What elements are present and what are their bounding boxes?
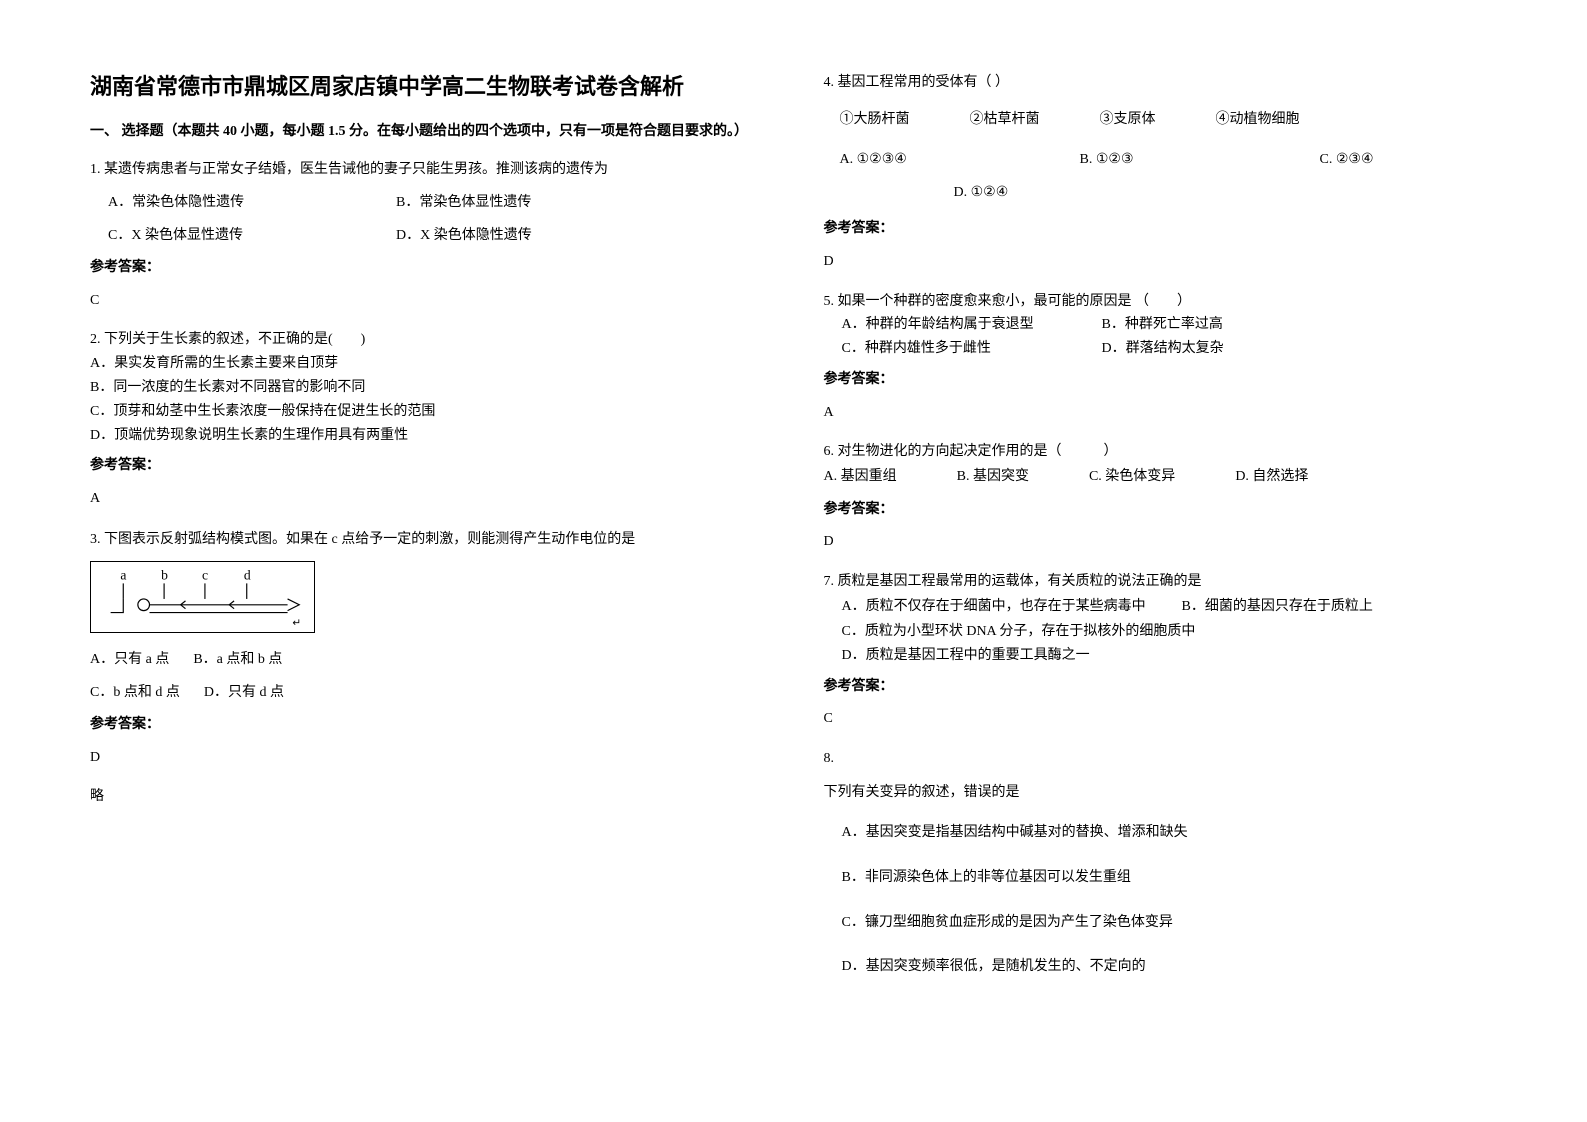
svg-text:↵: ↵ (292, 617, 301, 629)
q5-option-b: B．种群死亡率过高 (1102, 313, 1223, 337)
exam-title: 湖南省常德市市鼎城区周家店镇中学高二生物联考试卷含解析 (90, 70, 764, 103)
q8-text: 下列有关变异的叙述，错误的是 (824, 781, 1498, 805)
answer-label: 参考答案： (824, 216, 1498, 243)
q1-option-b: B．常染色体显性遗传 (396, 190, 531, 217)
q6-option-b: B. 基因突变 (957, 464, 1029, 491)
answer-label: 参考答案： (824, 367, 1498, 394)
q7-answer: C (824, 706, 1498, 733)
q4-option-c: C. ②③④ (1320, 147, 1374, 174)
answer-label: 参考答案： (90, 255, 764, 282)
q1-option-a: A．常染色体隐性遗传 (108, 190, 348, 217)
q6-answer: D (824, 529, 1498, 556)
answer-label: 参考答案： (90, 712, 764, 739)
section-header: 一、 选择题（本题共 40 小题，每小题 1.5 分。在每小题给出的四个选项中，… (90, 121, 764, 143)
exam-page: 湖南省常德市市鼎城区周家店镇中学高二生物联考试卷含解析 一、 选择题（本题共 4… (0, 0, 1587, 1035)
q3-option-d: D．只有 d 点 (204, 680, 284, 707)
right-column: 4. 基因工程常用的受体有（ ） ①大肠杆菌 ②枯草杆菌 ③支原体 ④动植物细胞… (824, 70, 1498, 995)
q8-option-d: D．基因突变频率很低，是随机发生的、不定向的 (842, 954, 1498, 981)
q4-answer: D (824, 249, 1498, 276)
question-2: 2. 下列关于生长素的叙述，不正确的是( ) A．果实发育所需的生长素主要来自顶… (90, 328, 764, 512)
q6-text: 6. 对生物进化的方向起决定作用的是（ ） (824, 440, 1498, 464)
q2-text: 2. 下列关于生长素的叙述，不正确的是( ) (90, 328, 764, 352)
question-3: 3. 下图表示反射弧结构模式图。如果在 c 点给予一定的刺激，则能测得产生动作电… (90, 527, 764, 811)
q6-option-a: A. 基因重组 (824, 464, 897, 491)
q4-option-d: D. ①②④ (824, 180, 1498, 207)
q4-option-a: A. ①②③④ (840, 147, 1080, 174)
q7-option-b: B．细菌的基因只存在于质粒上 (1182, 594, 1373, 621)
q7-option-c: C．质粒为小型环状 DNA 分子，存在于拟核外的细胞质中 (842, 620, 1498, 644)
q4-item-1: ①大肠杆菌 (840, 107, 910, 134)
q4-item-2: ②枯草杆菌 (970, 107, 1040, 134)
q3-note: 略 (90, 784, 764, 811)
q7-option-d: D．质粒是基因工程中的重要工具酶之一 (842, 644, 1498, 668)
q5-option-a: A．种群的年龄结构属于衰退型 (842, 313, 1102, 337)
question-8: 8. 下列有关变异的叙述，错误的是 A．基因突变是指基因结构中碱基对的替换、增添… (824, 747, 1498, 981)
q4-item-4: ④动植物细胞 (1216, 107, 1300, 134)
q6-option-d: D. 自然选择 (1235, 464, 1308, 491)
q8-option-a: A．基因突变是指基因结构中碱基对的替换、增添和缺失 (842, 820, 1498, 847)
q4-option-b: B. ①②③ (1080, 147, 1320, 174)
q8-num: 8. (824, 747, 1498, 771)
diagram-label-d: d (244, 568, 251, 583)
q3-option-b: B．a 点和 b 点 (193, 647, 282, 674)
diagram-label-c: c (202, 568, 208, 583)
answer-label: 参考答案： (90, 453, 764, 480)
q1-option-d: D．X 染色体隐性遗传 (396, 223, 532, 250)
answer-label: 参考答案： (824, 674, 1498, 701)
diagram-label-a: a (120, 568, 126, 583)
question-6: 6. 对生物进化的方向起决定作用的是（ ） A. 基因重组 B. 基因突变 C.… (824, 440, 1498, 556)
q1-text: 1. 某遗传病患者与正常女子结婚，医生告诫他的妻子只能生男孩。推测该病的遗传为 (90, 157, 764, 184)
q5-option-d: D．群落结构太复杂 (1102, 337, 1224, 361)
q5-answer: A (824, 400, 1498, 427)
diagram-label-b: b (161, 568, 168, 583)
q2-option-d: D．顶端优势现象说明生长素的生理作用具有两重性 (90, 424, 764, 448)
q2-option-a: A．果实发育所需的生长素主要来自顶芽 (90, 352, 764, 376)
reflex-arc-diagram: a b c d (90, 561, 315, 633)
q7-text: 7. 质粒是基因工程最常用的运载体，有关质粒的说法正确的是 (824, 570, 1498, 594)
question-7: 7. 质粒是基因工程最常用的运载体，有关质粒的说法正确的是 A．质粒不仅存在于细… (824, 570, 1498, 733)
q3-text: 3. 下图表示反射弧结构模式图。如果在 c 点给予一定的刺激，则能测得产生动作电… (90, 527, 764, 554)
diagram-svg: a b c d (91, 562, 314, 632)
q1-option-c: C．X 染色体显性遗传 (108, 223, 348, 250)
q4-item-3: ③支原体 (1100, 107, 1156, 134)
q8-option-b: B．非同源染色体上的非等位基因可以发生重组 (842, 865, 1498, 892)
q3-option-c: C．b 点和 d 点 (90, 680, 180, 707)
question-5: 5. 如果一个种群的密度愈来愈小，最可能的原因是 （ ） A．种群的年龄结构属于… (824, 290, 1498, 427)
q5-text: 5. 如果一个种群的密度愈来愈小，最可能的原因是 （ ） (824, 290, 1498, 314)
q2-answer: A (90, 486, 764, 513)
answer-label: 参考答案： (824, 497, 1498, 524)
q5-option-c: C．种群内雄性多于雌性 (842, 337, 1102, 361)
q3-answer: D (90, 745, 764, 772)
left-column: 湖南省常德市市鼎城区周家店镇中学高二生物联考试卷含解析 一、 选择题（本题共 4… (90, 70, 764, 995)
q6-option-c: C. 染色体变异 (1089, 464, 1175, 491)
q2-option-c: C．顶芽和幼茎中生长素浓度一般保持在促进生长的范围 (90, 400, 764, 424)
q7-option-a: A．质粒不仅存在于细菌中，也存在于某些病毒中 (842, 594, 1182, 621)
question-4: 4. 基因工程常用的受体有（ ） ①大肠杆菌 ②枯草杆菌 ③支原体 ④动植物细胞… (824, 70, 1498, 276)
q4-text: 4. 基因工程常用的受体有（ ） (824, 70, 1498, 97)
q3-option-a: A．只有 a 点 (90, 647, 169, 674)
q2-option-b: B．同一浓度的生长素对不同器官的影响不同 (90, 376, 764, 400)
q1-answer: C (90, 288, 764, 315)
q8-option-c: C．镰刀型细胞贫血症形成的是因为产生了染色体变异 (842, 910, 1498, 937)
question-1: 1. 某遗传病患者与正常女子结婚，医生告诫他的妻子只能生男孩。推测该病的遗传为 … (90, 157, 764, 314)
